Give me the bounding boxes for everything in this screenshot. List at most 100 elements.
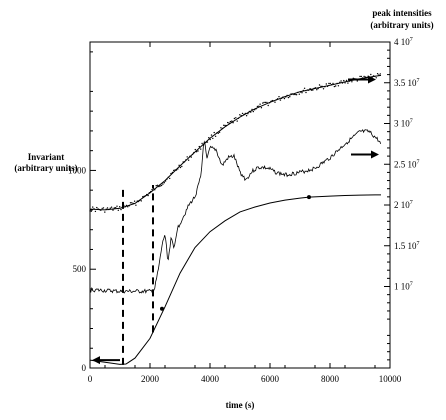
series-0-point [336, 82, 338, 85]
series-0-point [140, 200, 142, 202]
series-0-point [244, 112, 246, 115]
series-0-point [218, 131, 221, 133]
series-0-point [312, 89, 314, 91]
series-0-point [372, 75, 375, 77]
y-right-tick-exponent: 7 [410, 200, 413, 206]
direction-arrows [92, 75, 379, 365]
series-0-point [112, 209, 114, 211]
series-0-point [287, 96, 290, 99]
series-0-point [119, 206, 121, 208]
series-0-point [94, 210, 97, 213]
series-0-point [305, 91, 307, 94]
series-0-point [209, 138, 211, 141]
series-0-point [270, 100, 272, 103]
y-right-tick-label: 1 107 [394, 282, 413, 292]
series-0-point [366, 76, 368, 79]
y-right-tick-label: 1.5 107 [394, 241, 420, 251]
series-0-point [139, 199, 141, 202]
series-0-point [137, 200, 140, 203]
series-0-point [341, 82, 344, 84]
series-0-point [169, 177, 171, 180]
y-axis-right-label-line2: (arbitrary units) [370, 20, 433, 30]
series-0-point [245, 115, 248, 117]
series-0-point [173, 169, 175, 172]
series-0-point [179, 166, 182, 169]
series-0-point [347, 82, 349, 84]
series-0-point [375, 77, 377, 79]
series-0-point [289, 96, 291, 98]
series-0-point [276, 98, 279, 100]
series-0-point [109, 207, 112, 209]
series-0-point [356, 80, 358, 82]
series-0-point [343, 79, 345, 82]
series-0-point [108, 208, 110, 211]
series-0-point [160, 184, 163, 187]
series-0-point [129, 202, 132, 204]
series-0-point [100, 209, 102, 211]
series-0-point [243, 113, 245, 116]
series-0-point [272, 100, 275, 102]
series-0-point [254, 109, 256, 111]
series-0-point [181, 165, 183, 168]
series-0-point [302, 89, 304, 92]
y-right-tick-label: 2 107 [394, 200, 413, 210]
series-0-point [297, 91, 299, 94]
series-0-point [291, 93, 294, 95]
y-left-tick-label: 1000 [68, 165, 87, 175]
series-0-point [220, 127, 222, 129]
series-0-point [227, 121, 229, 124]
series-0-point [378, 74, 380, 76]
series-0-point [278, 96, 280, 98]
series-0-point [314, 87, 317, 89]
series-0-point [115, 207, 117, 209]
series-0-point [268, 102, 271, 104]
series-0-point [132, 202, 134, 205]
y-right-tick-label: 4 107 [394, 37, 413, 47]
series-0-point [136, 200, 138, 202]
series-0-point [318, 84, 321, 86]
series-0-point [229, 120, 232, 123]
x-tick-label: 4000 [201, 374, 220, 384]
x-tick-label: 10000 [379, 374, 402, 384]
y-axis-left-label-line2: (arbitrary units) [14, 163, 77, 173]
series-0-point [286, 94, 288, 97]
series-0-point [303, 87, 306, 90]
series-0-point [339, 81, 341, 84]
series-0-point [92, 206, 94, 208]
series-0-point [105, 208, 107, 210]
series-0-point [159, 185, 161, 187]
series-0-point [90, 210, 93, 212]
series-0-point [309, 88, 311, 90]
series-0-point [102, 207, 105, 209]
series-0-point [128, 205, 130, 207]
y-right-tick-exponent: 7 [410, 119, 413, 125]
y-right-tick-label: 2.5 107 [394, 159, 420, 169]
series-0-point [170, 172, 172, 175]
series-0-point [271, 99, 273, 102]
series-0-point [236, 120, 238, 122]
series-0-point [162, 183, 164, 185]
series-0-point [316, 89, 318, 91]
series-0-point [164, 180, 167, 182]
series-0-line [89, 74, 382, 211]
series-2-marker [160, 306, 164, 311]
series-0-point [329, 82, 331, 85]
series-0-point [148, 192, 151, 194]
series-0-point [281, 97, 283, 100]
series-0-point [187, 159, 190, 161]
series-0-point [374, 75, 376, 78]
series-0-point [182, 161, 184, 163]
series-0-point [144, 195, 146, 197]
series-0-point [186, 156, 188, 158]
series-0-point [344, 82, 346, 84]
series-0-point [328, 82, 330, 85]
series-0-point [120, 208, 122, 211]
series-0-point [364, 76, 367, 78]
series-0-point [326, 85, 329, 88]
series-0-point [322, 88, 325, 90]
series-0-point [335, 85, 337, 87]
series-0-point [156, 184, 159, 186]
series-0-point [191, 153, 194, 156]
series-0-point [217, 132, 219, 134]
